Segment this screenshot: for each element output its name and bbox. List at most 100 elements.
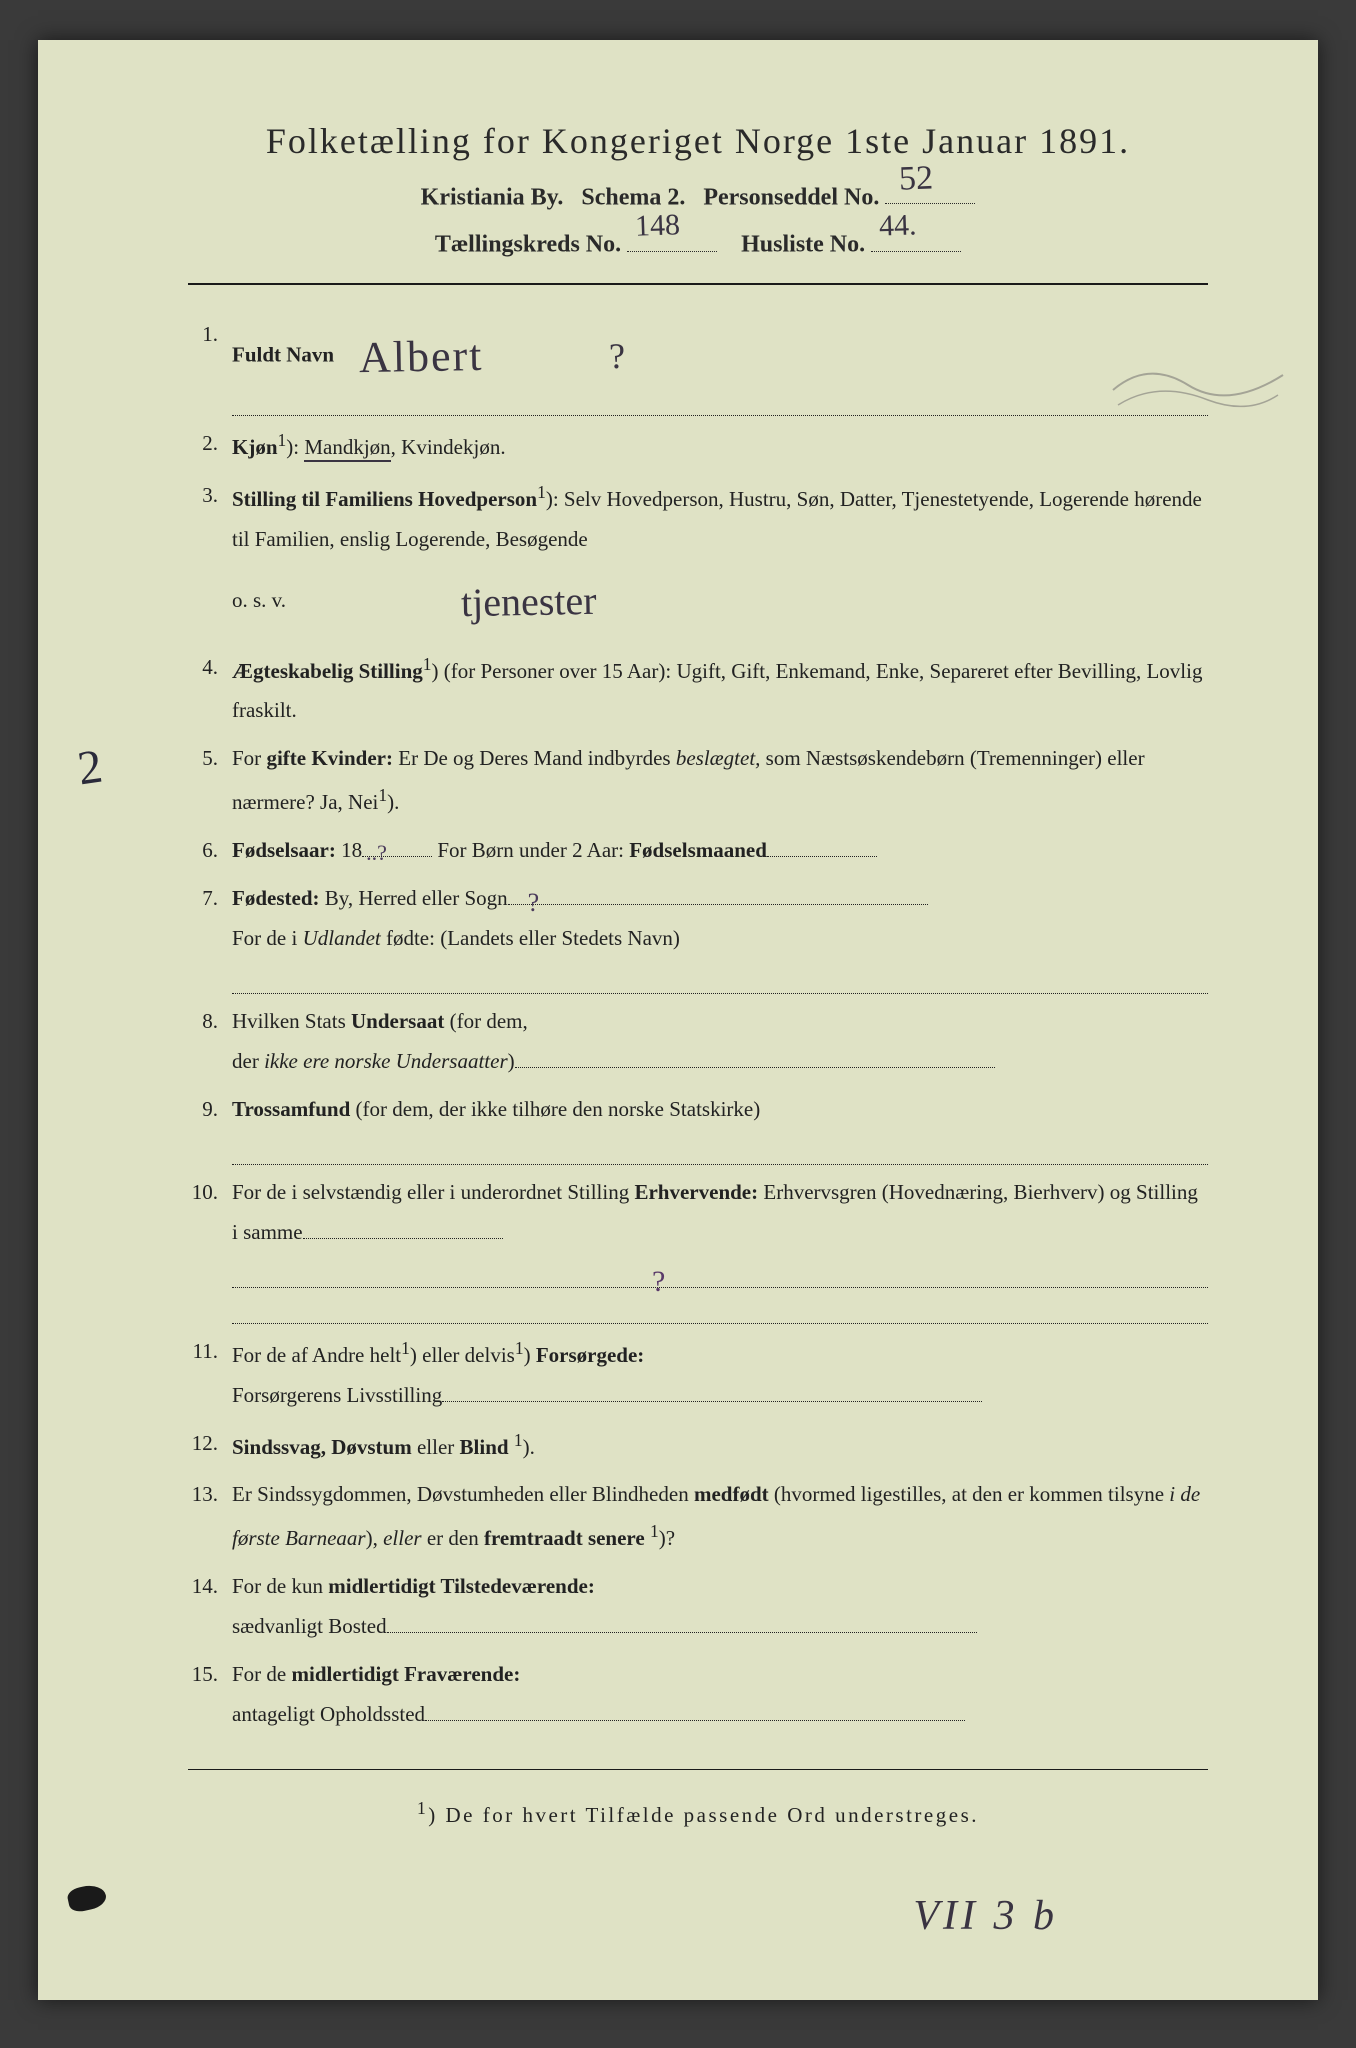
label-erhverv: Erhvervende: [634,1180,758,1204]
line2: sædvanligt Bosted [232,1607,1208,1647]
rest: By, Herred eller Sogn [320,886,508,910]
kreds-field: 148 [627,225,717,251]
l2ital: Udlandet [303,926,381,950]
header-line-3: Tællingskreds No. 148 Husliste No. 44. [188,225,1208,258]
label-senere: fremtraadt senere [484,1526,645,1550]
maaned-field [767,836,877,857]
entry-1: 1. Fuldt Navn Albert ? [188,315,1208,416]
entry-num: 4. [188,648,232,732]
end: ). [387,790,399,814]
entry-body: Ægteskabelig Stilling1) (for Personer ov… [232,648,1208,732]
personseddel-field: 52 [885,178,975,204]
entry-num: 7. [188,879,232,994]
entry-num: 8. [188,1002,232,1082]
personseddel-value: 52 [899,159,934,198]
entry-7: 7. Fødested: By, Herred eller Sogn? For … [188,879,1208,994]
rest: eller [412,1435,460,1459]
l2: sædvanligt Bosted [232,1614,387,1638]
rest: Er De og Deres Mand indbyrdes [393,746,676,770]
rest: (hvormed ligestilles, at den er kommen t… [769,1482,1170,1506]
year-field: ..? [362,836,432,857]
l2pre: der [232,1049,264,1073]
divider-top [188,283,1208,285]
entry-body: For de i selvstændig eller i underordnet… [232,1173,1208,1324]
kreds-value: 148 [635,209,681,245]
pre: For de i selvstændig eller i underordnet… [232,1180,634,1204]
footnote: 1) De for hvert Tilfælde passende Ord un… [188,1798,1208,1828]
label-forsorgede: Forsørgede: [536,1343,644,1367]
label-fravaer: midlertidigt Fraværende: [292,1662,521,1686]
entry-num: 10. [188,1173,232,1324]
erhverv-f1 [303,1218,503,1239]
trossamfund-field [232,1136,1208,1165]
label-kjon: Kjøn [232,435,278,459]
sup1: 1 [401,1338,410,1358]
bottom-annotation: VII 3 b [913,1892,1058,1940]
pre: Er Sindssygdommen, Døvstumheden eller Bl… [232,1482,694,1506]
fodested-field: ? [508,884,928,905]
husliste-field: 44. [871,225,961,251]
l2: antageligt Opholdssted [232,1702,425,1726]
entry-num: 11. [188,1332,232,1416]
line2: der ikke ere norske Undersaatter) [232,1042,1208,1082]
l2pre: For de i [232,926,303,950]
kreds-label: Tællingskreds No. [435,232,621,258]
margin-annotation: 2 [74,739,105,797]
entry-14: 14. For de kun midlertidigt Tilstedevære… [188,1567,1208,1647]
osv: o. s. v. [232,587,286,611]
l2ital: ikke ere norske Undersaatter [264,1049,508,1073]
l2: Forsørgerens Livsstilling [232,1383,442,1407]
l2rest: fødte: (Landets eller Stedets Navn) [381,926,680,950]
entry-body: Fødselsaar: 18..? For Børn under 2 Aar: … [232,831,1208,871]
entry-num: 12. [188,1424,232,1468]
entry-num: 2. [188,424,232,468]
entry-body: Sindssvag, Døvstum eller Blind 1). [232,1424,1208,1468]
ital: beslægtet, [676,746,761,770]
pre: For de af Andre helt [232,1343,401,1367]
footnote-text: ) De for hvert Tilfælde passende Ord und… [428,1803,979,1827]
entry-body: For de af Andre helt1) eller delvis1) Fo… [232,1332,1208,1416]
label-fodselsaar: Fødselsaar: [232,838,336,862]
rest: ) [524,1343,536,1367]
end: )? [659,1526,675,1550]
mid: ) eller delvis [410,1343,515,1367]
sup: 1 [537,482,546,502]
entry-body: For de kun midlertidigt Tilstedeværende:… [232,1567,1208,1647]
entry-num: 14. [188,1567,232,1647]
label-fodested: Fødested: [232,886,320,910]
pre: For [232,746,266,770]
label-gifte: gifte Kvinder: [266,746,393,770]
pre: For de kun [232,1574,328,1598]
label-trossamfund: Trossamfund [232,1097,350,1121]
sup: 1 [650,1521,659,1541]
entry-body: For gifte Kvinder: Er De og Deres Mand i… [232,739,1208,823]
schema: Schema 2. [581,184,685,210]
husliste-label: Husliste No. [741,232,865,258]
line2: Forsørgerens Livsstilling [232,1376,1208,1416]
entry-2: 2. Kjøn1): Mandkjøn, Kvindekjøn. [188,424,1208,468]
year-hw: ..? [366,832,387,874]
end: ). [523,1435,535,1459]
entry-num: 1. [188,315,232,416]
label-navn: Fuldt Navn [232,342,334,366]
label-sindssvag: Sindssvag, Døvstum [232,1435,412,1459]
rest3: er den [422,1526,484,1550]
entry-body: Fuldt Navn Albert ? [232,315,1208,416]
label-stilling: Stilling til Familiens Hovedperson [232,487,537,511]
stilling-hw: tjenester [461,562,598,640]
pre: For de [232,1662,292,1686]
label-medfodt: medfødt [694,1482,769,1506]
ital2: eller [383,1526,421,1550]
label-undersaat: Undersaat [351,1009,444,1033]
sup: 1 [278,430,287,450]
main-title: Folketælling for Kongeriget Norge 1ste J… [188,120,1208,162]
footnote-sup: 1 [417,1798,428,1818]
entry-5: 5. For gifte Kvinder: Er De og Deres Man… [188,739,1208,823]
entry-body: Hvilken Stats Undersaat (for dem, der ik… [232,1002,1208,1082]
entry-num: 9. [188,1090,232,1165]
sep: , [391,435,402,459]
entry-4: 4. Ægteskabelig Stilling1) (for Personer… [188,648,1208,732]
name-value: Albert [359,314,485,400]
sup: 1 [514,1430,523,1450]
fodested-hw: ? [528,878,540,927]
